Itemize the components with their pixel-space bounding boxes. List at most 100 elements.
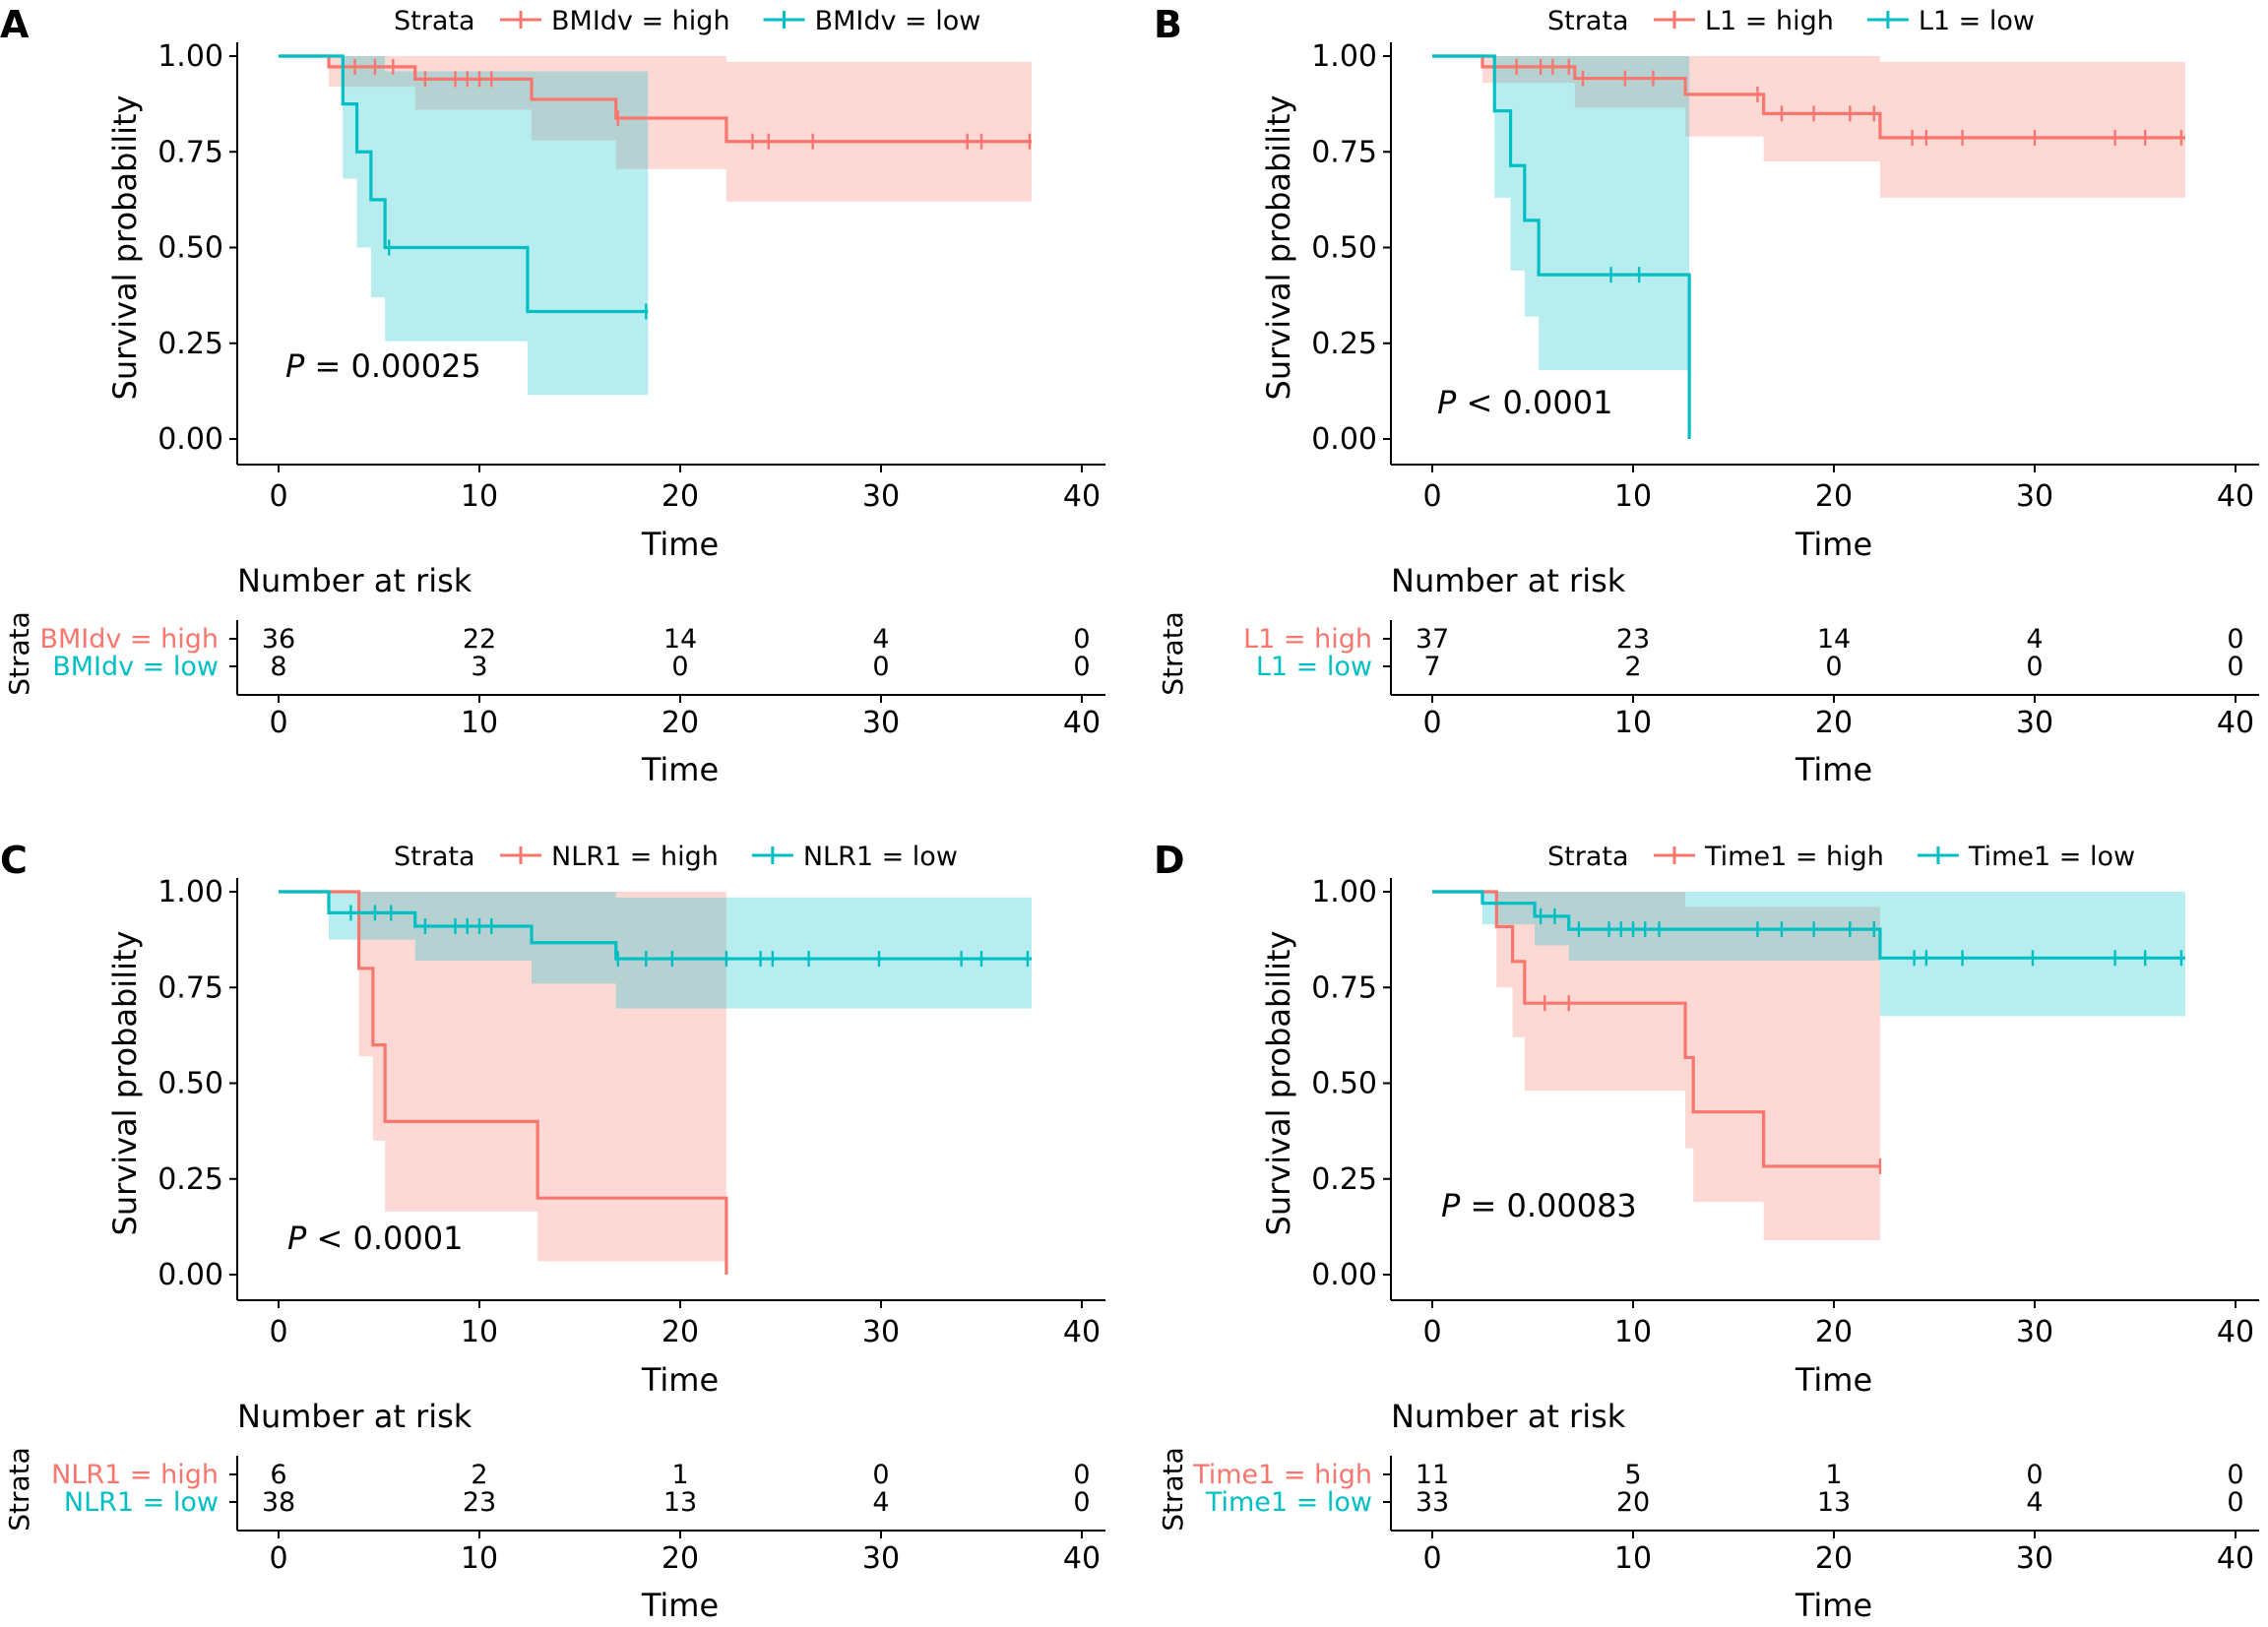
risk-x-tick-label: 0 — [1422, 706, 1441, 740]
legend-label: NLR1 = low — [803, 842, 958, 872]
x-tick-label: 20 — [1815, 479, 1853, 514]
y-tick-label: 1.00 — [158, 39, 223, 74]
y-tick-label: 0.75 — [158, 970, 223, 1005]
ci-band-low — [279, 56, 649, 396]
risk-count: 0 — [872, 652, 889, 682]
risk-x-axis-title: Time — [641, 751, 719, 788]
legend-c: Strata NLR1 = high NLR1 = low — [394, 842, 958, 872]
x-tick-label: 40 — [1063, 1315, 1101, 1349]
y-tick-label: 0.50 — [158, 1067, 223, 1101]
risk-count: 4 — [2026, 624, 2043, 655]
legend-title: Strata — [394, 6, 475, 36]
risk-x-tick-label: 40 — [1063, 706, 1101, 740]
risk-x-tick-label: 10 — [461, 706, 498, 740]
survival-curve-high — [1432, 890, 1880, 1168]
ci-band-high — [1432, 56, 2185, 198]
legend-item-high: NLR1 = high — [500, 842, 719, 872]
ci-band-low — [1432, 56, 1690, 370]
plot-area-b — [1432, 54, 2185, 439]
risk-table-title: Number at risk — [1391, 1398, 1626, 1435]
risk-x-tick-label: 0 — [269, 1541, 287, 1576]
panel-a: A Strata BMIdv = high BMIdv = low0.000.250… — [0, 3, 1105, 788]
x-tick-label: 10 — [1614, 1315, 1652, 1349]
x-tick-label: 20 — [662, 1315, 699, 1349]
legend-title: Strata — [1547, 6, 1629, 36]
x-tick-label: 0 — [269, 479, 287, 514]
risk-strata-title: Strata — [3, 1447, 35, 1532]
risk-count: 0 — [671, 652, 688, 682]
risk-x-tick-label: 40 — [1063, 1541, 1101, 1576]
legend-label: BMIdv = high — [551, 6, 730, 36]
risk-x-tick-label: 0 — [1422, 1541, 1441, 1576]
legend-label: Time1 = high — [1704, 842, 1884, 872]
ci-band-high — [279, 892, 726, 1262]
x-tick-label: 10 — [1614, 479, 1652, 514]
legend-a: Strata BMIdv = high BMIdv = low — [394, 6, 980, 36]
survival-curve-high — [279, 890, 728, 1275]
risk-count: 0 — [1073, 1487, 1090, 1518]
p-value-annotation: P < 0.0001 — [1437, 384, 1612, 421]
survival-curve-low — [279, 890, 1032, 961]
risk-x-tick-label: 10 — [1614, 706, 1652, 740]
y-tick-label: 1.00 — [158, 875, 223, 909]
panel-d: D Strata Time1 = high Time1 = low0.000.250… — [1154, 839, 2259, 1624]
y-axis-title: Survival probability — [1260, 931, 1297, 1236]
y-axis-title: Survival probability — [106, 95, 144, 401]
panel-c: C Strata NLR1 = high NLR1 = low0.000.250.5… — [0, 839, 1105, 1624]
y-axis-title: Survival probability — [106, 931, 144, 1236]
axes-b: 0.00 0.25 0.50 0.75 1.00 0 10 20 30 40 Time Surviva… — [1260, 39, 2259, 563]
plot-area-c — [279, 890, 1032, 1275]
y-tick-label: 0.00 — [158, 422, 223, 457]
risk-count: 4 — [872, 1487, 889, 1518]
risk-x-axis-title: Time — [1795, 751, 1872, 788]
legend-label: NLR1 = high — [551, 842, 719, 872]
legend-b: Strata L1 = high L1 = low — [1547, 6, 2035, 36]
x-tick-label: 40 — [1063, 479, 1101, 514]
risk-count: 0 — [2227, 1487, 2243, 1518]
risk-count: 7 — [1423, 652, 1440, 682]
risk-x-tick-label: 40 — [2217, 706, 2254, 740]
risk-count: 0 — [1825, 652, 1842, 682]
x-tick-label: 0 — [1422, 1315, 1441, 1349]
legend-label: BMIdv = low — [815, 6, 981, 36]
panel-label-a: A — [0, 3, 30, 46]
legend-item-low: BMIdv = low — [763, 6, 981, 36]
risk-count: 0 — [1073, 652, 1090, 682]
legend-label: L1 = low — [1919, 6, 2035, 36]
legend-label: L1 = high — [1705, 6, 1834, 36]
risk-strata-title: Strata — [1157, 1447, 1189, 1532]
risk-count: 0 — [872, 1460, 889, 1490]
panel-label-d: D — [1154, 839, 1185, 882]
risk-row-label-low: L1 = low — [1256, 652, 1372, 682]
risk-x-axis-title: Time — [1795, 1587, 1872, 1624]
risk-x-tick-label: 20 — [1815, 1541, 1853, 1576]
x-tick-label: 10 — [461, 479, 498, 514]
p-value-annotation: P < 0.0001 — [287, 1220, 463, 1257]
risk-count: 0 — [2227, 1460, 2243, 1490]
survival-curve-high — [1432, 54, 2185, 140]
risk-x-tick-label: 30 — [862, 1541, 900, 1576]
risk-count: 33 — [1416, 1487, 1449, 1518]
x-tick-label: 30 — [862, 479, 900, 514]
risk-count: 6 — [270, 1460, 286, 1490]
y-tick-label: 0.50 — [158, 231, 223, 266]
risk-x-tick-label: 30 — [862, 706, 900, 740]
risk-count: 3 — [471, 652, 487, 682]
y-tick-label: 1.00 — [1311, 39, 1377, 74]
risk-strata-title: Strata — [1157, 611, 1189, 696]
x-axis-title: Time — [1795, 1361, 1872, 1399]
risk-x-tick-label: 30 — [2016, 1541, 2053, 1576]
risk-count: 23 — [1616, 624, 1650, 655]
plot-area-a — [279, 54, 1032, 396]
risk-count: 0 — [1073, 1460, 1090, 1490]
y-tick-label: 0.75 — [1311, 970, 1377, 1005]
risk-table-title: Number at risk — [237, 1398, 472, 1435]
x-tick-label: 10 — [461, 1315, 498, 1349]
risk-strata-title: Strata — [3, 611, 35, 696]
survival-curve-low — [1432, 54, 1691, 439]
y-axis-title: Survival probability — [1260, 95, 1297, 401]
